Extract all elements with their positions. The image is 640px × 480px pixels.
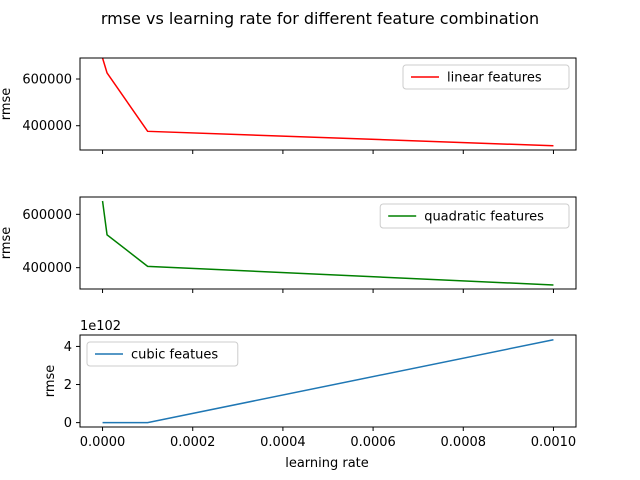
legend-label-cubic: cubic featues — [131, 348, 218, 363]
y-tick-label-cubic-2: 4 — [64, 340, 72, 355]
legend-linear: linear features — [402, 64, 570, 90]
plots-area: 400000 600000 rmse linear features 400000 600… — [0, 57, 577, 450]
y-tick-label-linear-0: 400000 — [22, 119, 72, 134]
subplot-quadratic: 400000 600000 rmse quadratic features — [0, 196, 577, 293]
y-axis-label-linear: rmse — [0, 88, 14, 121]
axes-frame-cubic — [79, 334, 577, 428]
x-tick-label-3: 0.0006 — [350, 435, 396, 450]
subplot-cubic: 0 2 4 0.0000 0.0002 0.0004 0.0006 0.0008 0.0010 r… — [43, 319, 577, 450]
series-line-cubic-0 — [102, 339, 554, 424]
legend-frame-cubic — [86, 341, 239, 367]
x-tick-label-0: 0.0000 — [80, 435, 126, 450]
legend-frame-quadratic — [379, 203, 570, 229]
y-tick-label-cubic-1: 2 — [64, 378, 72, 393]
y-axis-label-cubic: rmse — [43, 365, 58, 398]
legend-cubic: cubic featues — [86, 341, 239, 367]
axes-frame-quadratic — [79, 196, 577, 290]
axes-frame-linear — [79, 57, 577, 151]
y-tick-label-cubic-0: 0 — [64, 416, 72, 431]
x-tick-label-1: 0.0002 — [170, 435, 216, 450]
y-axis-label-quadratic: rmse — [0, 227, 14, 260]
series-line-linear-0 — [101, 58, 554, 147]
figure-title: rmse vs learning rate for different feat… — [101, 9, 539, 28]
legend-label-quadratic: quadratic features — [424, 210, 544, 225]
y-tick-label-quadratic-1: 600000 — [22, 208, 72, 223]
y-tick-label-linear-1: 600000 — [22, 73, 72, 88]
series-line-quadratic-0 — [101, 200, 554, 286]
x-axis-label: learning rate — [285, 456, 369, 471]
y-tick-label-quadratic-0: 400000 — [22, 261, 72, 276]
y-offset-text-cubic: 1e102 — [80, 319, 121, 334]
x-tick-label-5: 0.0010 — [531, 435, 577, 450]
legend-label-linear: linear features — [447, 71, 542, 86]
subplot-linear: 400000 600000 rmse linear features — [0, 57, 577, 154]
x-tick-label-4: 0.0008 — [441, 435, 487, 450]
legend-frame-linear — [402, 64, 570, 90]
x-tick-label-2: 0.0004 — [260, 435, 306, 450]
legend-quadratic: quadratic features — [379, 203, 570, 229]
